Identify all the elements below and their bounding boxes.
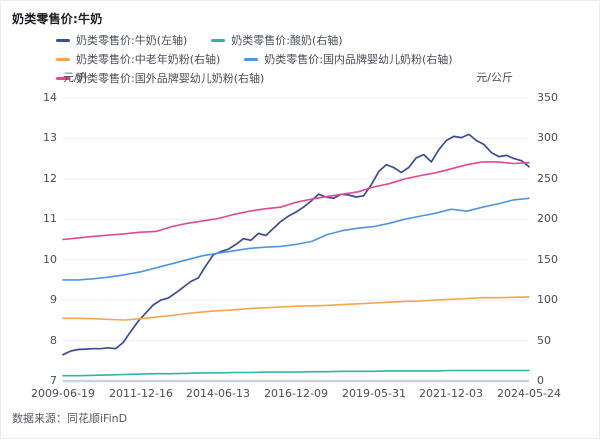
legend-label: 奶类零售价:国外品牌婴幼儿奶粉(右轴) [76,72,265,85]
axis-tick-label: 12 [43,172,57,185]
x-axis-tick-label: 2009-06-19 [31,387,95,400]
axis-tick-label: 11 [43,212,57,225]
legend-line-marker [211,39,226,42]
right-axis-unit: 元/公斤 [476,71,513,84]
x-axis-tick-label: 2024-05-24 [497,387,561,400]
legend-label: 奶类零售价:牛奶(左轴) [76,34,188,47]
series-line-domestic-infant-formula [62,197,530,281]
data-source: 数据来源：同花顺iFinD [12,412,128,425]
x-axis-tick-label: 2021-12-03 [419,387,483,400]
legend-line-marker [244,58,259,61]
legend-line-marker [56,58,70,61]
legend-item-domestic-infant-formula[interactable]: 奶类零售价:国内品牌婴幼儿奶粉(右轴) [244,52,453,67]
axis-tick-label: 13 [43,131,57,144]
axis-tick-label: 150 [537,253,558,266]
legend-label: 奶类零售价:中老年奶粉(右轴) [76,53,221,66]
legend-label: 奶类零售价:国内品牌婴幼儿奶粉(右轴) [264,53,453,66]
axis-tick-label: 14 [43,91,57,104]
series-line-foreign-infant-formula [62,161,530,241]
x-axis-tick-label: 2016-12-09 [264,387,328,400]
legend-label: 奶类零售价:酸奶(右轴) [231,34,343,47]
legend-item-yogurt[interactable]: 奶类零售价:酸奶(右轴) [211,33,343,48]
legend-item-milk[interactable]: 奶类零售价:牛奶(左轴) [56,33,187,48]
axis-tick-label: 100 [537,293,558,306]
axis-tick-label: 7 [50,374,57,387]
legend-line-marker [56,77,70,80]
x-axis-tick-label: 2011-12-16 [109,387,173,400]
chart-title: 奶类零售价:牛奶 [12,12,103,26]
legend-line-marker [56,39,70,42]
axis-tick-label: 350 [537,91,558,104]
axis-tick-label: 9 [50,293,57,306]
series-line-yogurt [62,369,530,377]
legend-item-foreign-infant-formula[interactable]: 奶类零售价:国外品牌婴幼儿奶粉(右轴) [56,71,264,86]
legend: 奶类零售价:牛奶(左轴) 奶类零售价:酸奶(右轴) 奶类零售价:中老年奶粉(右轴) 奶… [56,33,526,86]
x-axis-tick-label: 2014-06-13 [186,387,250,400]
axis-tick-label: 200 [537,212,558,225]
left-axis-unit: 元/升 [63,71,89,84]
axis-tick-label: 0 [537,374,544,387]
x-axis-tick-label: 2019-05-31 [342,387,406,400]
series-line-senior-milk-powder [62,296,530,321]
legend-item-senior-milk-powder[interactable]: 奶类零售价:中老年奶粉(右轴) [56,52,220,67]
axis-tick-label: 8 [50,334,57,347]
axis-tick-label: 250 [537,172,558,185]
axis-tick-label: 300 [537,131,558,144]
axis-tick-label: 50 [537,334,551,347]
axis-tick-label: 10 [43,253,57,266]
